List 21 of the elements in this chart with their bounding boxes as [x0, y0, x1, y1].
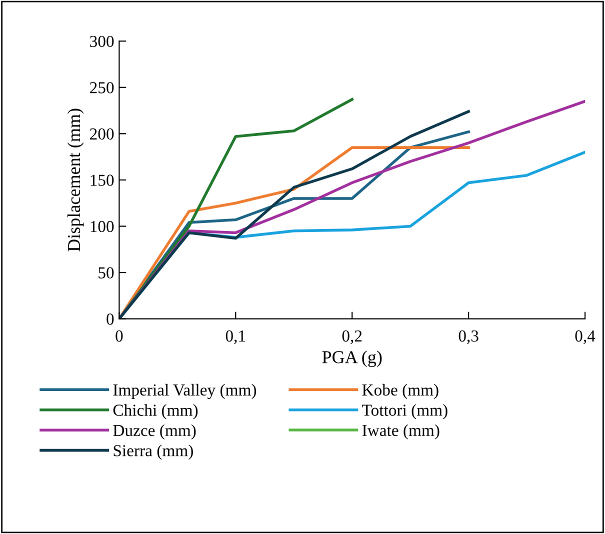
legend-label: Imperial Valley (mm) — [113, 384, 256, 400]
y-tick-label: 0 — [106, 313, 114, 325]
legend-label: Chichi (mm) — [113, 404, 198, 420]
y-tick-label: 250 — [90, 82, 114, 94]
x-tick-label: 0,4 — [575, 330, 596, 344]
y-tick-label: 200 — [90, 128, 114, 140]
legend-label: Duzce (mm) — [113, 424, 196, 440]
legend-label: Kobe (mm) — [362, 384, 438, 399]
x-tick-label: 0 — [116, 330, 123, 342]
x-axis-title: PGA (g) — [322, 350, 382, 368]
y-tick-label: 300 — [90, 36, 114, 48]
legend-label: Tottori (mm) — [362, 404, 448, 420]
y-tick-label: 150 — [90, 174, 114, 186]
legend-label: Sierra (mm) — [114, 444, 193, 460]
x-tick-label: 0,3 — [458, 330, 478, 344]
x-tick-label: 0,1 — [226, 330, 246, 344]
x-tick-label: 0,2 — [342, 330, 362, 344]
legend-label: Iwate (mm) — [362, 424, 440, 440]
y-tick-label: 50 — [98, 267, 114, 278]
y-axis-title: Displacement (mm) — [67, 108, 84, 252]
y-tick-label: 100 — [90, 220, 114, 232]
